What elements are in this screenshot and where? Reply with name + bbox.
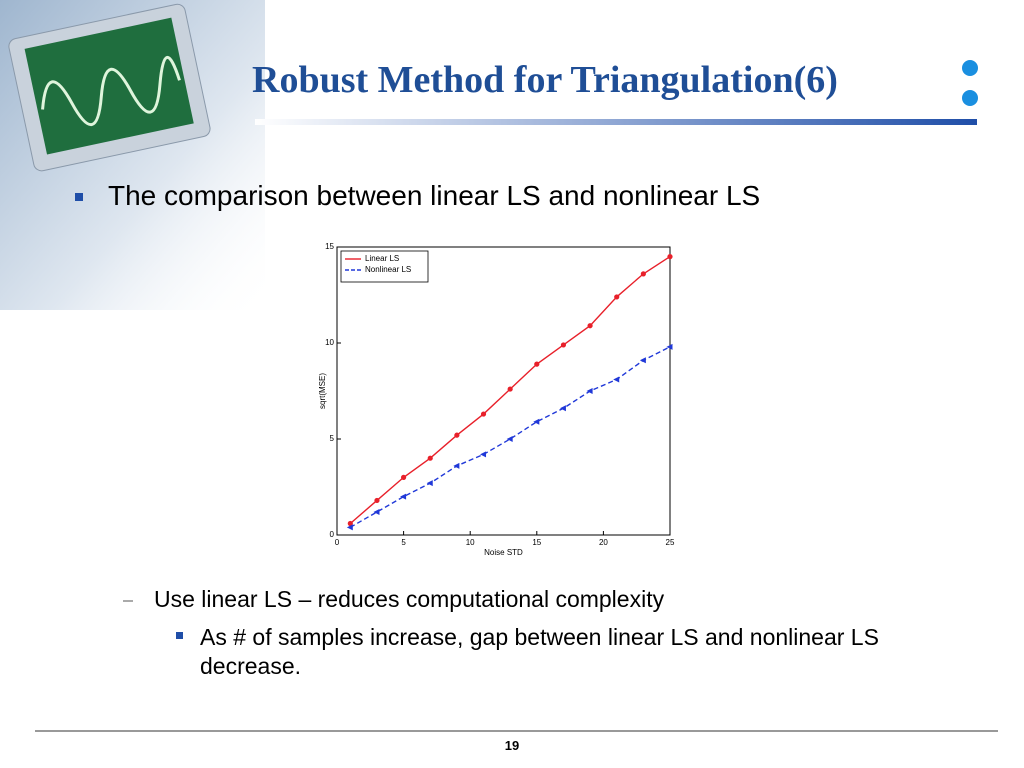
legend-label: Linear LS bbox=[365, 254, 399, 263]
data-point bbox=[560, 342, 567, 348]
x-tick-label: 10 bbox=[466, 538, 475, 547]
x-tick-label: 20 bbox=[599, 538, 608, 547]
data-point bbox=[427, 455, 433, 461]
data-point bbox=[533, 418, 540, 425]
bullet-marker bbox=[75, 193, 83, 201]
y-tick-label: 0 bbox=[330, 530, 335, 539]
x-tick-label: 5 bbox=[401, 538, 406, 547]
bullet-marker bbox=[176, 632, 183, 639]
plot-area bbox=[336, 246, 671, 536]
x-tick-label: 15 bbox=[532, 538, 541, 547]
data-point bbox=[639, 357, 646, 364]
series-line bbox=[349, 346, 671, 528]
data-point bbox=[586, 388, 593, 394]
page-number: 19 bbox=[504, 738, 520, 753]
data-point bbox=[666, 343, 673, 350]
data-point bbox=[506, 436, 513, 442]
title-rule bbox=[255, 119, 977, 125]
y-axis-label: sqrt(MSE) bbox=[318, 373, 327, 409]
data-point bbox=[640, 271, 646, 277]
slide-title: Robust Method for Triangulation(6) bbox=[252, 59, 838, 101]
decor-monitor bbox=[8, 3, 211, 172]
data-point bbox=[480, 451, 487, 458]
data-point bbox=[346, 524, 353, 531]
data-point bbox=[373, 508, 380, 515]
data-point bbox=[347, 520, 353, 527]
y-tick-label: 15 bbox=[325, 242, 334, 251]
data-point bbox=[507, 386, 513, 392]
data-point bbox=[454, 432, 460, 438]
data-point bbox=[374, 497, 380, 504]
data-point bbox=[480, 411, 487, 417]
y-tick-label: 10 bbox=[325, 338, 334, 347]
x-tick-label: 25 bbox=[666, 538, 675, 547]
data-point bbox=[401, 474, 407, 480]
data-point bbox=[614, 294, 620, 300]
data-point bbox=[400, 493, 407, 500]
decor-dot bbox=[962, 90, 978, 106]
sub-bullet: Use linear LS – reduces computational co… bbox=[154, 586, 665, 612]
x-axis-label: Noise STD bbox=[484, 548, 523, 557]
data-point bbox=[587, 323, 593, 329]
sub-sub-bullet: As # of samples increase, gap between li… bbox=[200, 624, 879, 679]
data-point bbox=[534, 361, 540, 367]
decor-dot bbox=[962, 60, 978, 76]
legend-box bbox=[340, 250, 429, 283]
bullet: The comparison between linear LS and non… bbox=[108, 180, 761, 211]
data-point bbox=[559, 405, 566, 412]
data-point bbox=[613, 376, 620, 383]
data-point bbox=[453, 462, 460, 469]
data-point bbox=[426, 480, 433, 487]
y-tick-label: 5 bbox=[330, 434, 335, 443]
x-tick-label: 0 bbox=[335, 538, 340, 547]
data-point bbox=[667, 254, 673, 260]
legend-label: Nonlinear LS bbox=[365, 265, 411, 274]
chart: 0 5 10 15 20 25 0 5 10 15 Noise STD sqrt(MSE) Linear… bbox=[318, 242, 675, 557]
